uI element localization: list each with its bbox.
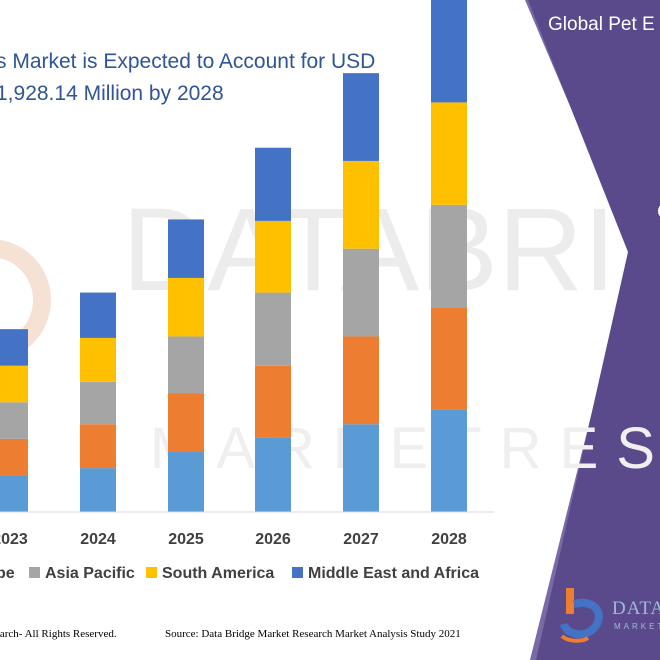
bar-2027-series-1 <box>343 336 379 425</box>
bar-2026-south-america <box>255 220 291 293</box>
source-text: Source: Data Bridge Market Research Mark… <box>165 628 461 640</box>
bar-2024-asia-pacific <box>80 381 116 425</box>
bar-2026-pe <box>255 437 291 512</box>
legend-item-middle-east-africa: Middle East and Africa <box>292 565 479 583</box>
bar-2026-asia-pacific <box>255 292 291 366</box>
bar-group <box>0 0 467 512</box>
legend-swatch-asia-pacific <box>29 567 40 578</box>
x-tick-label-2028: 2028 <box>431 531 467 548</box>
watermark-swirl-icon <box>0 239 51 361</box>
chart-title: s Market is Expected to Account for USD … <box>0 46 426 110</box>
legend-item-asia-pacific: Asia Pacific <box>29 565 135 583</box>
panel-title: Global Pet E <box>548 14 655 35</box>
bar-2025-south-america <box>168 277 204 337</box>
legend-swatch-south-america <box>146 567 157 578</box>
bar-2028-pe <box>431 409 467 512</box>
legend-label-middle-east-africa: Middle East and Africa <box>308 565 479 582</box>
x-tick-labels: 2023 2024 2025 2026 2027 2028 <box>0 531 467 548</box>
legend-label-europe: pe <box>0 565 15 582</box>
databridge-logo-icon <box>560 588 603 643</box>
legend-item-south-america: South America <box>146 565 274 583</box>
chart-title-line-2: 1,928.14 Million by 2028 <box>0 82 224 105</box>
side-panel-shape <box>528 0 660 660</box>
brand-name: DATA <box>612 598 660 619</box>
bar-2028-asia-pacific <box>431 204 467 308</box>
bar-2027-middle-east-and-africa <box>343 73 379 161</box>
bar-2025-asia-pacific <box>168 336 204 394</box>
brand-subtitle: MARKET <box>614 622 660 631</box>
copyright-text: earch- All Rights Reserved. <box>0 628 117 640</box>
x-tick-label-2024: 2024 <box>80 531 116 548</box>
bar-2024-south-america <box>80 337 116 382</box>
bar-2028-series-1 <box>431 307 467 410</box>
bar-2025-series-1 <box>168 393 204 453</box>
bar-2023-asia-pacific <box>0 402 28 439</box>
bar-2026-series-1 <box>255 365 291 438</box>
bar-2025-pe <box>168 452 204 512</box>
bar-2023-middle-east-and-africa <box>0 329 28 366</box>
watermark-bottom-text: MARKETRES <box>150 416 660 481</box>
bar-2023-south-america <box>0 365 28 403</box>
bar-2024-series-1 <box>80 424 116 469</box>
bar-2028-south-america <box>431 102 467 205</box>
bar-2023-pe <box>0 475 28 512</box>
bar-2027-south-america <box>343 160 379 249</box>
legend-label-south-america: South America <box>162 565 275 582</box>
bar-2023-series-1 <box>0 438 28 476</box>
x-tick-label-2026: 2026 <box>255 531 291 548</box>
bar-2028-middle-east-and-africa <box>431 0 467 103</box>
x-tick-label-2027: 2027 <box>343 531 379 548</box>
legend-swatch-middle-east-africa <box>292 567 303 578</box>
chart-title-line-1: s Market is Expected to Account for USD <box>0 50 376 73</box>
legend-label-asia-pacific: Asia Pacific <box>45 565 135 582</box>
bar-2026-middle-east-and-africa <box>255 147 291 221</box>
x-tick-label-2023: 2023 <box>0 531 28 548</box>
bar-2027-pe <box>343 424 379 512</box>
bar-2025-middle-east-and-africa <box>168 219 204 278</box>
legend-item-europe: pe <box>0 565 15 583</box>
bar-2024-middle-east-and-africa <box>80 292 116 338</box>
bar-2024-pe <box>80 468 116 512</box>
x-tick-label-2025: 2025 <box>168 531 204 548</box>
bar-2027-asia-pacific <box>343 248 379 337</box>
